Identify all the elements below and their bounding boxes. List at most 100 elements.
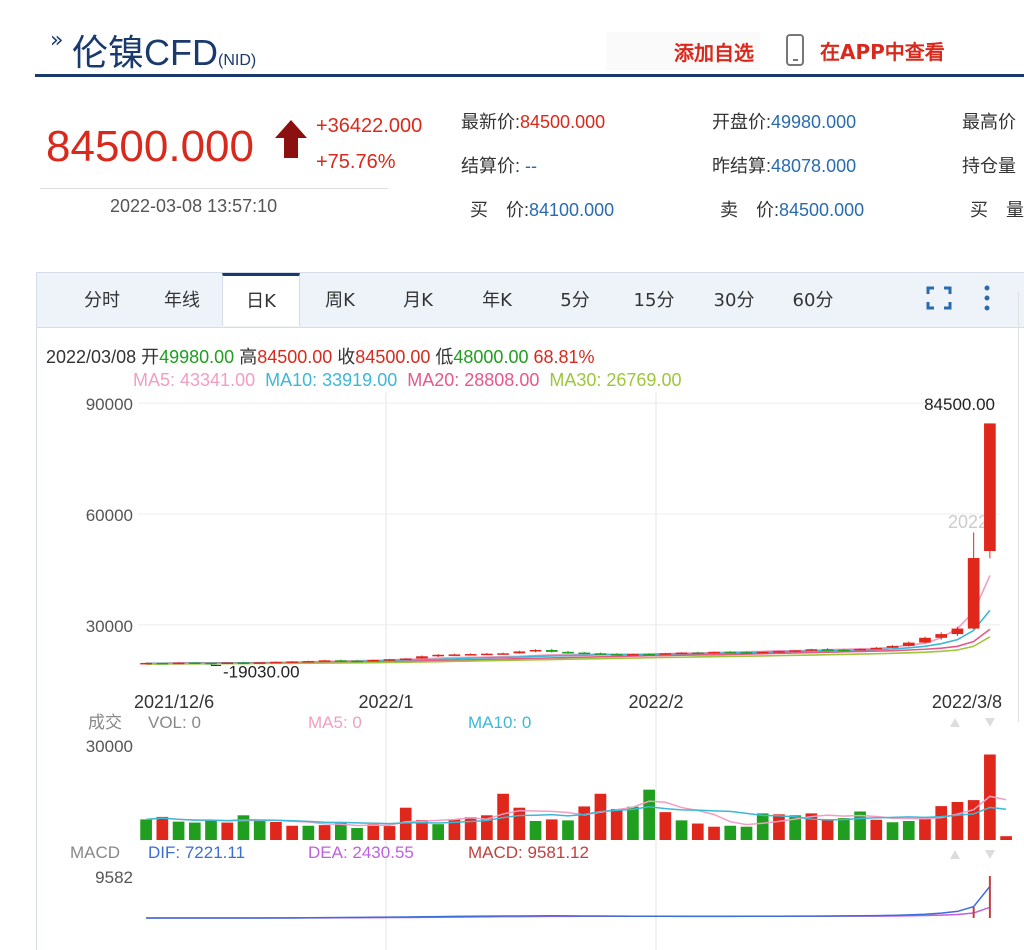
candle-body <box>399 658 412 660</box>
price-change-percent: +75.76% <box>316 151 396 173</box>
price-divider <box>40 188 388 189</box>
candle-body <box>253 662 266 664</box>
volume-bar <box>740 826 753 840</box>
tab-daily-k[interactable]: 日K <box>222 273 300 326</box>
candle-body <box>334 660 347 662</box>
tab-weekly-k[interactable]: 周K <box>325 290 355 311</box>
tab-60min[interactable]: 60分 <box>792 290 834 311</box>
candle-body <box>270 661 282 664</box>
candle-body <box>594 653 607 655</box>
volume-bar <box>643 789 655 840</box>
candle-body <box>513 651 526 654</box>
volume-bar <box>253 821 266 840</box>
macd-dif-line <box>146 885 991 919</box>
candle-body <box>984 423 996 552</box>
x-axis-label: 2021/12/6 <box>134 692 214 712</box>
ma5-legend: MA5: 43341.00 <box>133 370 256 390</box>
x-axis-label: 2022/2 <box>628 692 683 712</box>
ask-price-field: 卖 价:84500.000 <box>720 200 865 220</box>
volume-bar <box>789 815 802 840</box>
open-interest-field: 持仓量 <box>962 156 1016 176</box>
volume-bar <box>205 820 217 840</box>
candle-body <box>545 649 558 652</box>
volume-bar <box>351 827 363 840</box>
view-in-app-link[interactable]: 在APP中查看 <box>820 40 945 64</box>
x-axis-label: 2022/3/8 <box>932 692 1002 712</box>
volume-bar <box>334 822 347 840</box>
volume-ma10-line <box>146 806 1007 825</box>
price-y-tick-label: 60000 <box>86 506 133 525</box>
scroll-down-icon <box>985 718 995 727</box>
volume-bar <box>627 806 639 840</box>
candle-body <box>870 647 883 650</box>
ma20-legend: MA20: 28808.00 <box>407 370 540 390</box>
more-menu-icon[interactable] <box>982 284 992 312</box>
macd-dif: DIF: 7221.11 <box>148 843 245 862</box>
volume-bar <box>270 821 282 840</box>
instrument-title: 伦镍CFD(NID) <box>72 32 257 73</box>
high-price-field: 最高价 <box>962 112 1016 132</box>
scroll-up-icon <box>950 850 960 859</box>
ohlc-readout: 2022/03/08 开49980.00 高84500.00 收84500.00… <box>46 347 595 367</box>
ma30-legend: MA30: 26769.00 <box>549 370 682 390</box>
tab-30min[interactable]: 30分 <box>713 290 755 311</box>
add-watchlist-button[interactable]: 添加自选 <box>606 32 760 70</box>
instrument-code: (NID) <box>218 52 257 69</box>
candle-body <box>237 662 250 665</box>
tab-intraday[interactable]: 分时 <box>84 290 120 311</box>
ma-line-ma30 <box>146 636 991 665</box>
max-price-label: 84500.00 <box>924 395 995 414</box>
volume-bar <box>691 823 704 840</box>
volume-bar <box>838 818 850 840</box>
candle-body <box>432 654 445 657</box>
candle-body <box>821 649 834 651</box>
volume-bar <box>1000 836 1012 840</box>
volume-value: VOL: 0 <box>148 713 201 732</box>
scroll-down-icon <box>985 850 995 859</box>
volume-bar <box>237 815 250 840</box>
tab-yearly-k[interactable]: 年K <box>482 290 512 311</box>
panel-edge <box>1018 292 1019 722</box>
volume-bar <box>399 807 412 840</box>
fullscreen-icon[interactable] <box>926 286 952 310</box>
candle-body <box>286 661 298 663</box>
volume-bar <box>821 819 834 840</box>
candle-body <box>351 660 363 663</box>
tab-monthly-k[interactable]: 月K <box>403 290 433 311</box>
price-y-tick-label: 90000 <box>86 395 133 414</box>
candle-body <box>643 654 655 656</box>
prev-settle-field: 昨结算:48078.000 <box>712 156 857 176</box>
candle-body <box>205 662 217 665</box>
volume-bar <box>951 802 964 840</box>
volume-bar <box>188 822 201 840</box>
volume-bar <box>870 819 883 840</box>
last-price: 84500.000 <box>46 122 254 171</box>
volume-bar <box>773 814 785 840</box>
tab-5min[interactable]: 5分 <box>560 290 590 311</box>
quote-timestamp: 2022-03-08 13:57:10 <box>110 196 278 216</box>
candle-body <box>854 648 866 651</box>
price-up-arrow-icon <box>275 120 307 158</box>
volume-bar <box>416 820 428 840</box>
candle-body <box>740 652 753 654</box>
latest-price-field: 最新价:84500.000 <box>461 112 606 132</box>
volume-bar <box>464 817 477 840</box>
candle-body <box>448 654 461 656</box>
candle-body <box>902 642 915 646</box>
open-price-field: 开盘价:49980.000 <box>712 112 857 132</box>
volume-bar <box>919 819 931 840</box>
tab-15min[interactable]: 15分 <box>633 290 675 311</box>
candle-body <box>156 662 169 665</box>
volume-title: 成交 <box>88 713 122 733</box>
volume-bar <box>513 807 526 840</box>
candle-body <box>838 649 850 652</box>
phone-icon <box>786 34 804 66</box>
candle-body <box>675 652 688 655</box>
candle-body <box>464 654 477 656</box>
candle-body <box>188 662 201 665</box>
bid-price-field: 买 价:84100.000 <box>470 200 615 220</box>
candle-body <box>367 659 380 662</box>
candle-body <box>562 651 574 654</box>
tab-yearline[interactable]: 年线 <box>164 290 200 311</box>
volume-bar <box>432 824 445 840</box>
